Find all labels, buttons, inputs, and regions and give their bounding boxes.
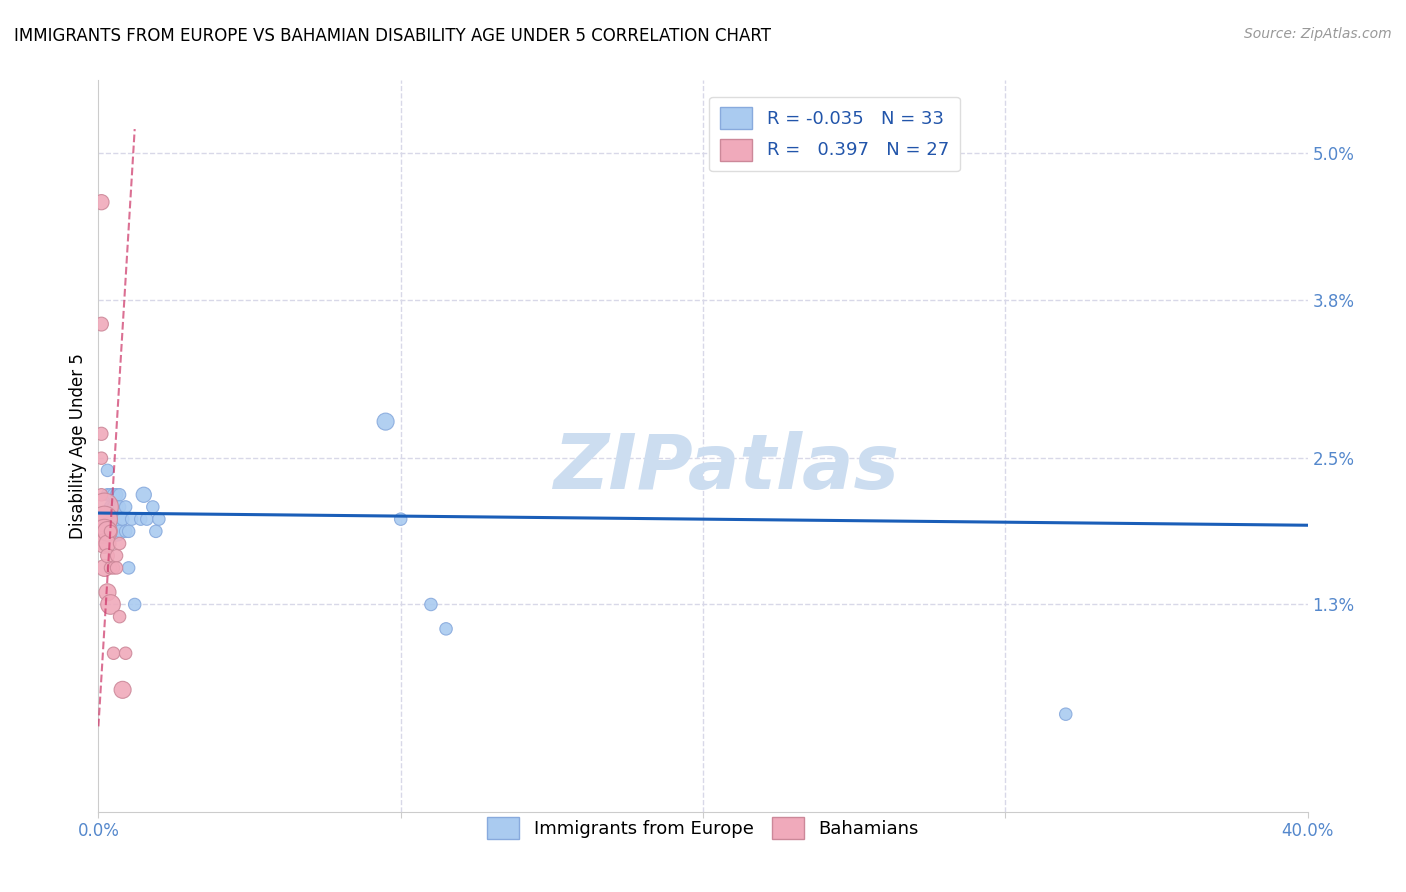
Text: Source: ZipAtlas.com: Source: ZipAtlas.com	[1244, 27, 1392, 41]
Point	[142, 500, 165, 514]
Point	[111, 512, 134, 526]
Point	[111, 512, 134, 526]
Point	[100, 561, 122, 575]
Point	[100, 598, 122, 612]
Point	[108, 488, 131, 502]
Point	[108, 536, 131, 550]
Point	[105, 549, 128, 563]
Point	[96, 488, 118, 502]
Point	[374, 415, 396, 429]
Point	[420, 598, 443, 612]
Point	[129, 512, 152, 526]
Point	[93, 561, 115, 575]
Point	[103, 561, 125, 575]
Point	[434, 622, 457, 636]
Point	[96, 524, 118, 539]
Point	[90, 512, 112, 526]
Y-axis label: Disability Age Under 5: Disability Age Under 5	[69, 353, 87, 539]
Point	[93, 512, 115, 526]
Point	[100, 488, 122, 502]
Point	[108, 524, 131, 539]
Point	[114, 524, 136, 539]
Point	[90, 488, 112, 502]
Text: IMMIGRANTS FROM EUROPE VS BAHAMIAN DISABILITY AGE UNDER 5 CORRELATION CHART: IMMIGRANTS FROM EUROPE VS BAHAMIAN DISAB…	[14, 27, 770, 45]
Text: ZIPatlas: ZIPatlas	[554, 431, 900, 505]
Point	[135, 512, 157, 526]
Point	[118, 561, 141, 575]
Point	[96, 549, 118, 563]
Point	[93, 500, 115, 514]
Point	[103, 488, 125, 502]
Legend: Immigrants from Europe, Bahamians: Immigrants from Europe, Bahamians	[479, 810, 927, 847]
Point	[389, 512, 412, 526]
Point	[105, 561, 128, 575]
Point	[103, 500, 125, 514]
Point	[96, 536, 118, 550]
Point	[90, 512, 112, 526]
Point	[96, 463, 118, 477]
Point	[118, 524, 141, 539]
Point	[108, 609, 131, 624]
Point	[93, 524, 115, 539]
Point	[90, 426, 112, 441]
Point	[114, 500, 136, 514]
Point	[96, 585, 118, 599]
Point	[105, 488, 128, 502]
Point	[105, 500, 128, 514]
Point	[124, 598, 146, 612]
Point	[132, 488, 155, 502]
Point	[90, 536, 112, 550]
Point	[100, 524, 122, 539]
Point	[111, 682, 134, 697]
Point	[93, 536, 115, 550]
Point	[108, 500, 131, 514]
Point	[90, 195, 112, 210]
Point	[103, 646, 125, 660]
Point	[1054, 707, 1077, 722]
Point	[121, 512, 143, 526]
Point	[100, 500, 122, 514]
Point	[145, 524, 167, 539]
Point	[148, 512, 170, 526]
Point	[90, 451, 112, 466]
Point	[90, 317, 112, 331]
Point	[105, 524, 128, 539]
Point	[103, 512, 125, 526]
Point	[114, 646, 136, 660]
